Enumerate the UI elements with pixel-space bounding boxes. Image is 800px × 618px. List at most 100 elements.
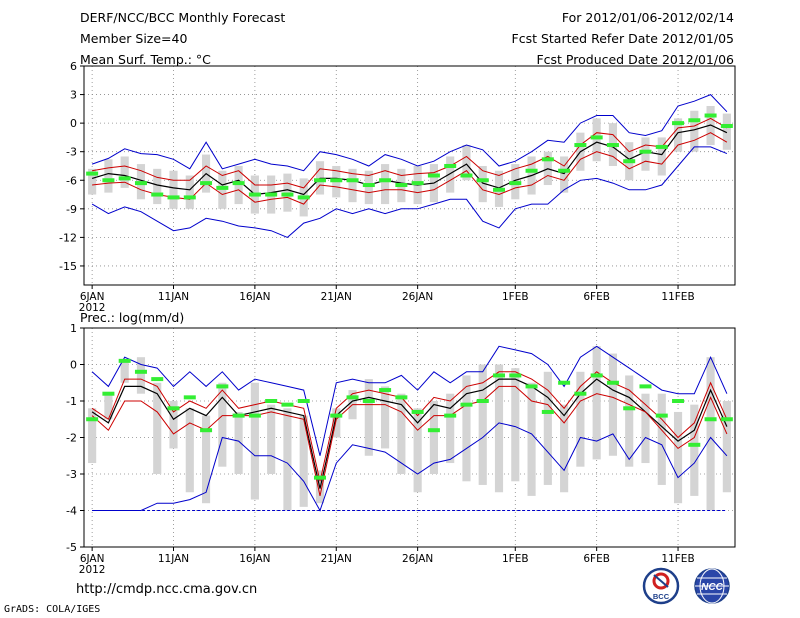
range-box [185, 408, 194, 493]
y-tick-label: 0 [70, 117, 77, 130]
chart-title: DERF/NCC/BCC Monthly Forecast [80, 10, 286, 25]
observed-marker [313, 178, 326, 183]
range-box [641, 137, 650, 171]
observed-marker [118, 176, 131, 181]
observed-marker [525, 168, 538, 173]
x-tick-label: 1FEB [502, 291, 529, 303]
observed-marker [167, 195, 180, 200]
range-box [153, 168, 162, 205]
y-tick-label: -5 [66, 541, 77, 554]
range-box [169, 170, 178, 209]
observed-marker [86, 171, 99, 176]
y-tick-label: -3 [66, 146, 77, 159]
observed-marker [281, 402, 294, 407]
range-box [299, 415, 308, 507]
range-box [104, 393, 113, 420]
y-tick-label: -1 [66, 395, 77, 408]
observed-marker [134, 369, 147, 374]
range-box [88, 168, 97, 195]
range-box [560, 404, 569, 493]
observed-marker [525, 384, 538, 389]
range-box [641, 393, 650, 464]
y-tick-label: 6 [70, 60, 77, 73]
series-line-upper [91, 371, 728, 482]
observed-marker [688, 442, 701, 447]
observed-marker [86, 417, 99, 422]
observed-marker [558, 380, 571, 385]
observed-marker [704, 113, 717, 118]
y-tick-label: -6 [66, 174, 77, 187]
observed-marker [672, 399, 685, 403]
logos: BCC NCC [642, 567, 730, 605]
observed-marker [493, 187, 506, 192]
range-box [673, 411, 683, 504]
range-box [413, 408, 422, 493]
observed-marker [606, 143, 619, 148]
observed-marker [216, 384, 229, 389]
observed-marker [688, 118, 701, 123]
observed-marker [509, 181, 522, 186]
observed-marker [395, 395, 408, 400]
series-line-min [92, 422, 728, 512]
x-tick-label: 26JAN [402, 291, 433, 303]
observed-marker [362, 183, 375, 188]
observed-marker [395, 183, 408, 188]
observed-marker [623, 159, 636, 164]
observed-marker [216, 185, 229, 190]
ncc-logo-text: NCC [701, 582, 723, 593]
observed-marker [102, 391, 115, 396]
observed-marker [281, 192, 294, 197]
x-tick-label: 21JAN [321, 291, 352, 303]
observed-marker [118, 358, 131, 363]
range-box [657, 137, 666, 176]
range-box [136, 357, 146, 394]
observed-marker [704, 417, 717, 422]
observed-marker [102, 178, 115, 183]
member-size: Member Size=40 [80, 31, 188, 46]
header-left: DERF/NCC/BCC Monthly Forecast Member Siz… [80, 10, 285, 73]
observed-marker [427, 428, 440, 433]
y-tick-label: 1 [70, 322, 77, 335]
observed-marker [590, 135, 603, 140]
series-line-upper [92, 117, 728, 189]
bcc-logo-text: BCC [653, 592, 670, 601]
series-line-max [91, 345, 728, 456]
observed-marker [346, 395, 359, 400]
observed-marker [200, 181, 213, 186]
y-tick-label: -4 [66, 505, 77, 518]
observed-marker [232, 413, 245, 418]
observed-marker [460, 173, 473, 178]
observed-marker [297, 195, 310, 200]
y-tick-label: 0 [70, 359, 77, 372]
x-tick-label: 26JAN [402, 553, 433, 565]
range-box [690, 110, 699, 152]
x-tick-label: 1FEB [502, 553, 529, 565]
range-box [511, 368, 520, 482]
observed-marker [134, 181, 147, 186]
range-box [478, 364, 487, 485]
observed-marker [265, 399, 278, 403]
observed-marker [655, 144, 668, 149]
range-box [429, 401, 438, 474]
footer-url: http://cmdp.ncc.cma.gov.cn [76, 582, 258, 597]
range-box [478, 165, 487, 203]
observed-marker [541, 157, 554, 162]
observed-marker [313, 475, 326, 480]
y-tick-label: -3 [66, 468, 77, 481]
observed-marker [167, 406, 180, 411]
y-tick-label: -2 [66, 432, 77, 445]
range-box [250, 382, 259, 500]
range-box [381, 164, 390, 205]
range-box [462, 375, 471, 482]
observed-marker [655, 413, 668, 418]
x-tick-sublabel: 2012 [79, 564, 106, 576]
range-box [462, 145, 471, 181]
range-box [560, 156, 569, 193]
observed-marker [346, 178, 359, 183]
series-line-lower [92, 132, 728, 205]
observed-marker [476, 399, 489, 403]
observed-marker [606, 380, 619, 385]
range-box [120, 156, 129, 188]
range-box [218, 382, 227, 467]
